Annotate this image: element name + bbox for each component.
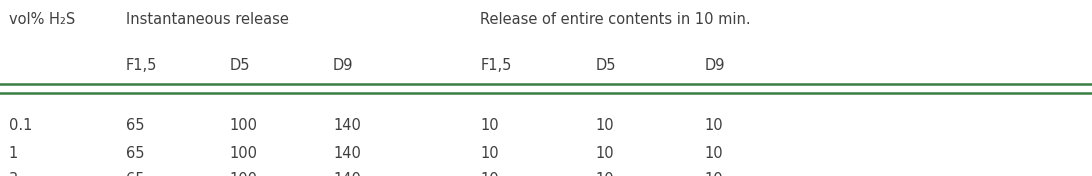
Text: 10: 10 (704, 172, 723, 176)
Text: 10: 10 (595, 146, 614, 161)
Text: F1,5: F1,5 (126, 58, 157, 73)
Text: 65: 65 (126, 118, 144, 133)
Text: 100: 100 (229, 146, 258, 161)
Text: 10: 10 (480, 146, 499, 161)
Text: D9: D9 (333, 58, 354, 73)
Text: 10: 10 (480, 172, 499, 176)
Text: 10: 10 (595, 172, 614, 176)
Text: 100: 100 (229, 118, 258, 133)
Text: D9: D9 (704, 58, 725, 73)
Text: 140: 140 (333, 172, 361, 176)
Text: Instantaneous release: Instantaneous release (126, 12, 288, 27)
Text: 65: 65 (126, 172, 144, 176)
Text: F1,5: F1,5 (480, 58, 512, 73)
Text: 100: 100 (229, 172, 258, 176)
Text: 140: 140 (333, 118, 361, 133)
Text: 10: 10 (480, 118, 499, 133)
Text: D5: D5 (229, 58, 250, 73)
Text: 1: 1 (9, 146, 17, 161)
Text: 10: 10 (704, 146, 723, 161)
Text: Release of entire contents in 10 min.: Release of entire contents in 10 min. (480, 12, 751, 27)
Text: 10: 10 (595, 118, 614, 133)
Text: 3: 3 (9, 172, 17, 176)
Text: vol% H₂S: vol% H₂S (9, 12, 75, 27)
Text: 10: 10 (704, 118, 723, 133)
Text: D5: D5 (595, 58, 616, 73)
Text: 140: 140 (333, 146, 361, 161)
Text: 0.1: 0.1 (9, 118, 32, 133)
Text: 65: 65 (126, 146, 144, 161)
